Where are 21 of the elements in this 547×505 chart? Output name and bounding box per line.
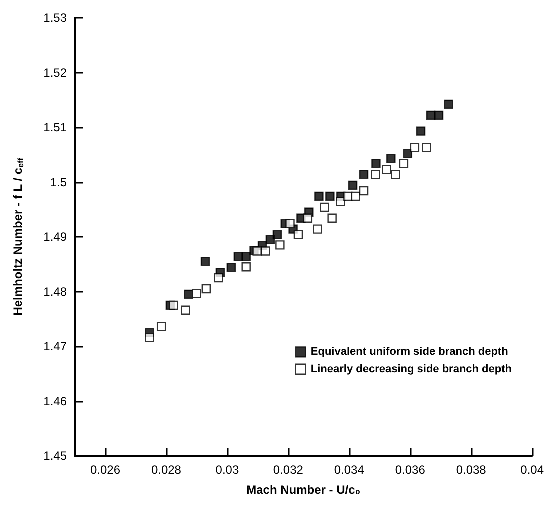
y-tick-label: 1.48 [44, 284, 68, 299]
y-tick-label: 1.51 [44, 120, 68, 134]
x-tick-label: 0.036 [395, 463, 426, 477]
legend-label: Linearly decreasing side branch depth [310, 363, 512, 376]
x-tick-label: 0.028 [151, 463, 182, 477]
y-tick-label: 1.52 [44, 66, 68, 80]
x-tick-label: 0.04 [520, 463, 544, 477]
x-tick-label: 0.026 [90, 463, 121, 477]
x-tick-label: 0.038 [456, 463, 487, 477]
y-tick-label: 1.47 [44, 340, 68, 354]
x-tick-label: 0.032 [273, 463, 304, 477]
y-tick-label: 1.46 [44, 394, 68, 408]
y-tick-label: 1.49 [44, 230, 68, 244]
x-tick-label: 0.034 [334, 463, 365, 477]
y-tick-label: 1.5 [50, 175, 68, 190]
y-tick-label: 1.53 [44, 11, 68, 25]
x-axis-title: Mach Number - U/c₀ [246, 483, 361, 497]
y-tick-label: 1.45 [44, 449, 68, 463]
y-axis-title: Helmholtz Number - f L / ceff [11, 158, 26, 316]
legend-label: Equivalent uniform side branch depth [310, 346, 509, 358]
x-tick-label: 0.03 [216, 463, 240, 477]
